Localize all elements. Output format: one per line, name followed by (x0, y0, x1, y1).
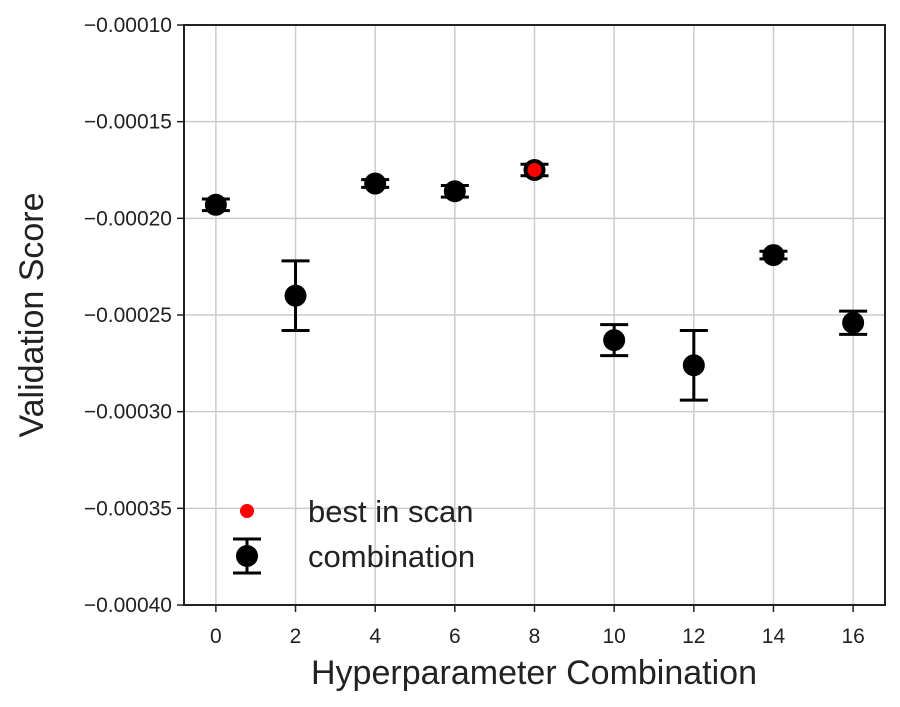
data-point (603, 329, 626, 352)
y-tick-label: −0.00035 (84, 497, 172, 520)
legend-marker-best (240, 504, 254, 518)
legend-marker-combination (236, 545, 258, 567)
x-tick-label: 8 (529, 625, 541, 648)
y-tick-label: −0.00015 (84, 111, 172, 134)
data-point (842, 311, 865, 334)
x-tick-label: 4 (369, 625, 381, 648)
data-point (204, 193, 227, 216)
data-layer (201, 159, 868, 402)
legend: best in scan combination (233, 494, 475, 575)
y-axis-title: Validation Score (13, 192, 51, 437)
y-tick-label: −0.00010 (84, 14, 172, 37)
x-tick-label: 0 (210, 625, 222, 648)
axis-ticks: 0 2 4 6 8 10 12 14 16 −0.00040 −0.00035 −0.00030 −0.… (84, 14, 865, 648)
x-tick-label: 6 (449, 625, 461, 648)
data-point (443, 180, 466, 203)
grid-lines (184, 24, 885, 606)
y-tick-label: −0.00020 (84, 207, 172, 230)
data-point (682, 354, 705, 377)
best-point (527, 163, 542, 177)
legend-label-best: best in scan (308, 494, 473, 529)
y-tick-label: −0.00025 (84, 304, 172, 327)
x-tick-label: 2 (290, 625, 302, 648)
x-axis-title: Hyperparameter Combination (311, 654, 757, 692)
x-tick-label: 16 (841, 625, 864, 648)
x-tick-label: 10 (602, 625, 625, 648)
data-point (364, 172, 387, 195)
data-point (762, 244, 785, 267)
data-point (284, 284, 307, 307)
y-tick-label: −0.00030 (84, 401, 172, 424)
x-tick-label: 12 (682, 625, 705, 648)
x-tick-label: 14 (762, 625, 786, 648)
legend-label-combination: combination (308, 539, 475, 574)
y-tick-label: −0.00040 (84, 594, 172, 617)
